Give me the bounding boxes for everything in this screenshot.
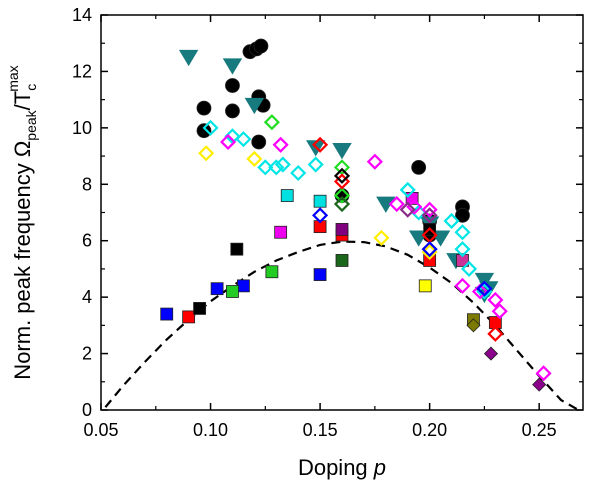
square-point: [313, 194, 327, 208]
diamond-point: [220, 133, 237, 151]
diamond-point: [307, 156, 324, 173]
circle-point: [196, 100, 212, 116]
diamond-point: [388, 195, 405, 213]
square-point: [265, 265, 279, 279]
diamond-point: [476, 280, 493, 297]
square-point: [274, 225, 288, 239]
diamond-point: [421, 201, 438, 218]
diamond-point: [257, 159, 274, 176]
square-point: [335, 254, 349, 267]
diamond-point: [333, 195, 351, 213]
circle-point: [225, 78, 240, 93]
diamond-point: [333, 167, 351, 184]
triangle-down-point: [222, 58, 243, 75]
square-point: [160, 307, 174, 321]
y-tick-label: 14: [72, 5, 92, 25]
circle-point: [196, 123, 212, 139]
diamond-point: [268, 159, 285, 176]
diamond-point: [333, 159, 351, 176]
circle-point: [455, 207, 470, 223]
y-axis-label-sub-c: c: [23, 84, 39, 91]
diamond-point: [471, 283, 489, 300]
diamond-point: [454, 241, 471, 258]
square-point: [230, 242, 244, 256]
diamond-point: [454, 277, 471, 294]
diamond-point: [202, 119, 219, 136]
y-axis-label-sup-max: max: [5, 65, 21, 91]
diamond-point: [454, 224, 471, 241]
x-axis-label-text: Doping: [298, 455, 374, 480]
square-point: [335, 223, 349, 236]
diamond-point: [198, 145, 215, 162]
x-tick-label: 0.10: [193, 420, 228, 440]
y-tick-label: 10: [72, 118, 92, 138]
plot-frame: [100, 14, 584, 411]
x-axis-label: Doping p: [298, 455, 386, 480]
diamond-point: [272, 136, 289, 153]
diamond-point: [535, 365, 552, 382]
circle-point: [225, 103, 240, 119]
triangle-down-point: [178, 49, 199, 67]
y-tick-label: 8: [82, 174, 92, 194]
tick-labels-layer: 0.05 0.10 0.15 0.20 0.25 0 2 4 6 8 10 12 14: [72, 5, 557, 440]
diamond-point: [274, 156, 291, 173]
y-axis-label-sub-peak: peak: [23, 109, 39, 140]
y-tick-label: 2: [82, 344, 92, 364]
diamond-point: [399, 181, 416, 198]
diamond-point: [421, 207, 438, 224]
x-tick-label: 0.15: [303, 420, 338, 440]
data-points-layer: [160, 38, 552, 392]
triangle-down-point: [332, 143, 352, 160]
diamond-point: [333, 187, 351, 204]
x-tick-label: 0.25: [522, 420, 557, 440]
y-axis-label-text: Norm. peak frequency Ω: [10, 141, 35, 380]
diamond-point: [235, 131, 252, 148]
x-axis-label-variable: p: [373, 455, 386, 480]
diamond-point: [491, 303, 508, 320]
diamond-point: [487, 325, 504, 342]
circle-point: [411, 159, 427, 175]
y-tick-label: 0: [82, 400, 92, 420]
circle-point: [334, 188, 350, 203]
triangle-down-point: [244, 97, 265, 115]
diamond-point: [246, 150, 263, 167]
diamond-point: [312, 136, 329, 153]
diamond-point: [461, 260, 478, 277]
diamond-point: [366, 153, 383, 170]
diamond-point: [466, 318, 481, 333]
diamond-point: [483, 346, 499, 361]
circle-point: [253, 38, 269, 54]
circle-point: [251, 134, 267, 150]
y-tick-label: 12: [72, 61, 92, 81]
diamond-point: [373, 229, 390, 246]
square-point: [280, 189, 294, 202]
diamond-point: [312, 207, 329, 224]
x-tick-label: 0.20: [412, 420, 447, 440]
axis-ticks-layer: [100, 14, 583, 411]
diamond-point: [487, 291, 504, 309]
diamond-point: [532, 377, 547, 392]
y-axis-label: Norm. peak frequency Ωpeak/Tcmax: [5, 65, 39, 379]
y-axis-label-slash: /T: [10, 91, 35, 111]
square-point: [210, 282, 224, 296]
diamond-point: [290, 164, 307, 182]
x-tick-label: 0.05: [83, 420, 118, 440]
square-point: [418, 279, 432, 293]
diamond-point: [399, 201, 416, 218]
diamond-point: [421, 241, 438, 258]
y-tick-label: 4: [82, 287, 92, 307]
diamond-point: [443, 212, 460, 230]
square-point: [237, 279, 250, 293]
square-point: [193, 302, 206, 315]
square-point: [313, 268, 327, 281]
y-tick-label: 6: [82, 231, 92, 251]
square-point: [226, 285, 239, 298]
square-point: [182, 310, 196, 324]
diamond-point: [263, 114, 280, 131]
